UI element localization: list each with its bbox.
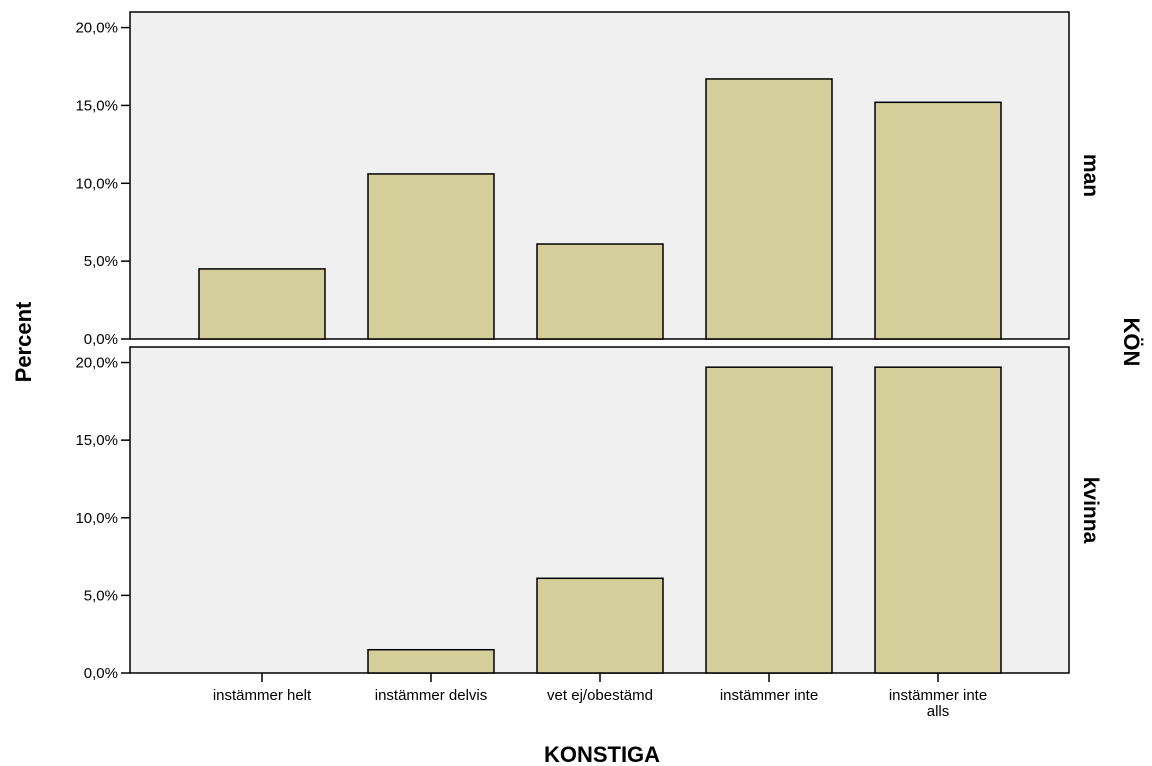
y-tick-label: 5,0% xyxy=(84,253,118,270)
bar-kvinna-4 xyxy=(705,366,833,674)
facet-title: KÖN xyxy=(1119,318,1144,367)
bar-kvinna-3 xyxy=(536,577,664,674)
bar-man-2 xyxy=(367,173,495,340)
y-tick-label: 10,0% xyxy=(75,175,118,192)
x-tick-label: instämmer inte xyxy=(889,687,987,704)
y-tick-label: 15,0% xyxy=(75,432,118,449)
y-tick-label: 20,0% xyxy=(75,20,118,37)
panels-layer: 0,0% 5,0% 10,0% 15,0% 20,0% man 0,0% 5,0% 10,0% 1… xyxy=(75,11,1102,682)
panel-label-kvinna: kvinna xyxy=(1079,477,1102,544)
bar-man-4 xyxy=(705,78,833,340)
y-tick-label: 5,0% xyxy=(84,587,118,604)
x-axis-title: KONSTIGA xyxy=(544,742,660,766)
y-axis-title: Percent xyxy=(11,301,36,382)
x-tick-label: instämmer delvis xyxy=(375,687,488,704)
bar-kvinna-5 xyxy=(874,366,1002,674)
panel-man: 0,0% 5,0% 10,0% 15,0% 20,0% man xyxy=(75,11,1102,348)
y-tick-label: 15,0% xyxy=(75,97,118,114)
labels-layer: instämmer helt instämmer delvis vet ej/obe… xyxy=(11,301,1144,766)
x-tick-label: instämmer helt xyxy=(213,687,312,704)
y-tick-label: 10,0% xyxy=(75,510,118,527)
y-tick-label: 0,0% xyxy=(84,665,118,682)
y-tick-label: 0,0% xyxy=(84,331,118,348)
panel-kvinna: 0,0% 5,0% 10,0% 15,0% 20,0% kvinna xyxy=(75,346,1102,682)
bar-man-3 xyxy=(536,243,664,340)
bar-man-1 xyxy=(198,268,326,340)
x-tick-label: vet ej/obestämd xyxy=(547,687,653,704)
panel-label-man: man xyxy=(1079,154,1102,197)
bar-man-5 xyxy=(874,101,1002,340)
x-tick-label: instämmer inte xyxy=(720,687,818,704)
x-tick-label: alls xyxy=(927,703,950,720)
y-tick-label: 20,0% xyxy=(75,355,118,372)
bar-kvinna-2 xyxy=(367,648,495,674)
